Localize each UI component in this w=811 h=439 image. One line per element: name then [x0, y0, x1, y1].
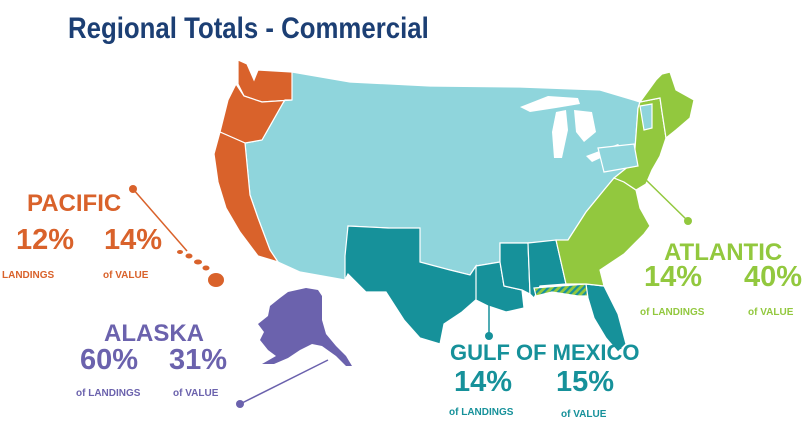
alaska-state	[258, 288, 352, 366]
pacific-region-name: PACIFIC	[27, 190, 122, 217]
lake-michigan	[552, 110, 568, 158]
pacific-connector-dot	[129, 185, 137, 193]
gulf-landings-label: of LANDINGS	[449, 407, 514, 418]
gulf-landings-percent: 14%	[454, 366, 513, 398]
pacific-landings-label: LANDINGS	[2, 270, 55, 281]
atlantic-landings-percent: 14%	[644, 261, 703, 293]
gulf-region-name: GULF OF MEXICO	[450, 340, 640, 365]
alaska-value-label: of VALUE	[173, 388, 219, 399]
alaska-region-name: ALASKA	[104, 320, 204, 347]
vermont-state	[639, 103, 653, 131]
pacific-value-label: of VALUE	[103, 270, 149, 281]
atlantic-region-name: ATLANTIC	[664, 239, 783, 266]
lake-huron	[574, 110, 596, 142]
atlantic-value-percent: 40%	[744, 261, 803, 293]
southeast-atlantic-states	[555, 177, 651, 287]
pacific-landings-percent: 12%	[16, 224, 75, 256]
new-england-states	[638, 71, 695, 140]
gulf-connector-dot	[485, 332, 493, 340]
pacific-connector-line	[132, 188, 188, 252]
lake-superior	[520, 96, 580, 112]
atlantic-value-label: of VALUE	[748, 307, 794, 318]
atlantic-connector-dot	[684, 217, 692, 225]
washington-state	[237, 59, 293, 103]
alaska-connector-dot	[236, 400, 244, 408]
pennsylvania-state	[597, 143, 639, 173]
gulf-value-percent: 15%	[556, 366, 615, 398]
oregon-state	[219, 82, 293, 144]
gulf-value-label: of VALUE	[561, 409, 607, 420]
atlantic-landings-label: of LANDINGS	[640, 307, 705, 318]
mississippi-state	[499, 242, 531, 295]
alaska-connector-line	[239, 359, 329, 405]
page-title: Regional Totals - Commercial	[68, 12, 429, 45]
florida-peninsula	[585, 283, 627, 353]
california-state	[213, 131, 280, 264]
atlantic-connector-line	[641, 175, 689, 222]
alaska-landings-percent: 60%	[80, 344, 139, 376]
texas-state	[344, 225, 479, 345]
pacific-value-percent: 14%	[104, 224, 163, 256]
alaska-landings-label: of LANDINGS	[76, 388, 141, 399]
alaska-value-percent: 31%	[169, 344, 228, 376]
hawaii-islands	[177, 250, 224, 287]
